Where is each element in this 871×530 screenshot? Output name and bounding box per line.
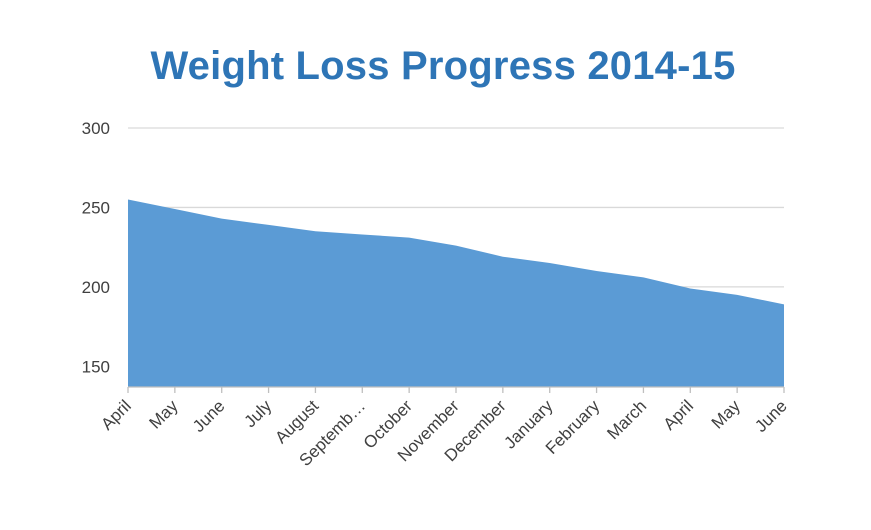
y-tick-label: 150	[82, 357, 110, 376]
y-tick-label: 200	[82, 278, 110, 297]
x-tick-label: July	[241, 396, 276, 431]
x-tick-label: June	[751, 396, 791, 436]
y-tick-label: 250	[82, 198, 110, 217]
x-tick-label: June	[189, 396, 229, 436]
x-tick-label: May	[708, 396, 744, 432]
y-tick-label: 300	[82, 119, 110, 138]
x-tick-label: April	[660, 396, 697, 433]
x-tick-label: May	[146, 396, 182, 432]
chart-title: Weight Loss Progress 2014-15	[150, 44, 736, 88]
x-tick-label: April	[97, 396, 134, 433]
x-tick-label: March	[603, 396, 650, 443]
area-series	[128, 199, 784, 387]
